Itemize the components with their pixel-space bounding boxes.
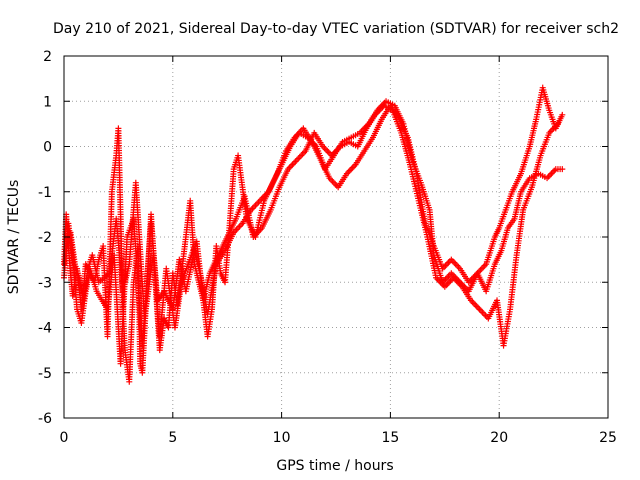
x-tick-label: 25 (599, 430, 617, 446)
tick-layer: 0 5 10 15 20 25 -6 -5 -4 -3 -2 -1 0 1 2 (38, 49, 617, 446)
y-tick-label: 0 (43, 140, 52, 156)
y-tick-label: -4 (38, 321, 52, 337)
series-2 (63, 102, 561, 349)
y-tick-label: -5 (38, 366, 52, 382)
x-tick-label: 5 (168, 430, 177, 446)
y-tick-label: -6 (38, 411, 52, 427)
grid-layer (64, 56, 608, 418)
y-tick-label: 2 (43, 49, 52, 65)
data-point-marker (559, 166, 566, 173)
y-tick-label: -2 (38, 230, 52, 246)
x-axis-label: GPS time / hours (276, 458, 393, 474)
y-tick-label: 1 (43, 94, 52, 110)
data-layer (61, 84, 566, 385)
y-axis-label: SDTVAR / TECUs (6, 180, 22, 295)
x-tick-label: 0 (60, 430, 69, 446)
data-point-marker (559, 111, 566, 118)
data-point-marker (554, 120, 561, 127)
y-tick-label: -1 (38, 185, 52, 201)
chart-title: Day 210 of 2021, Sidereal Day-to-day VTE… (53, 21, 619, 37)
x-tick-label: 20 (490, 430, 508, 446)
x-tick-label: 15 (381, 430, 399, 446)
y-tick-label: -3 (38, 275, 52, 291)
x-tick-label: 10 (273, 430, 291, 446)
